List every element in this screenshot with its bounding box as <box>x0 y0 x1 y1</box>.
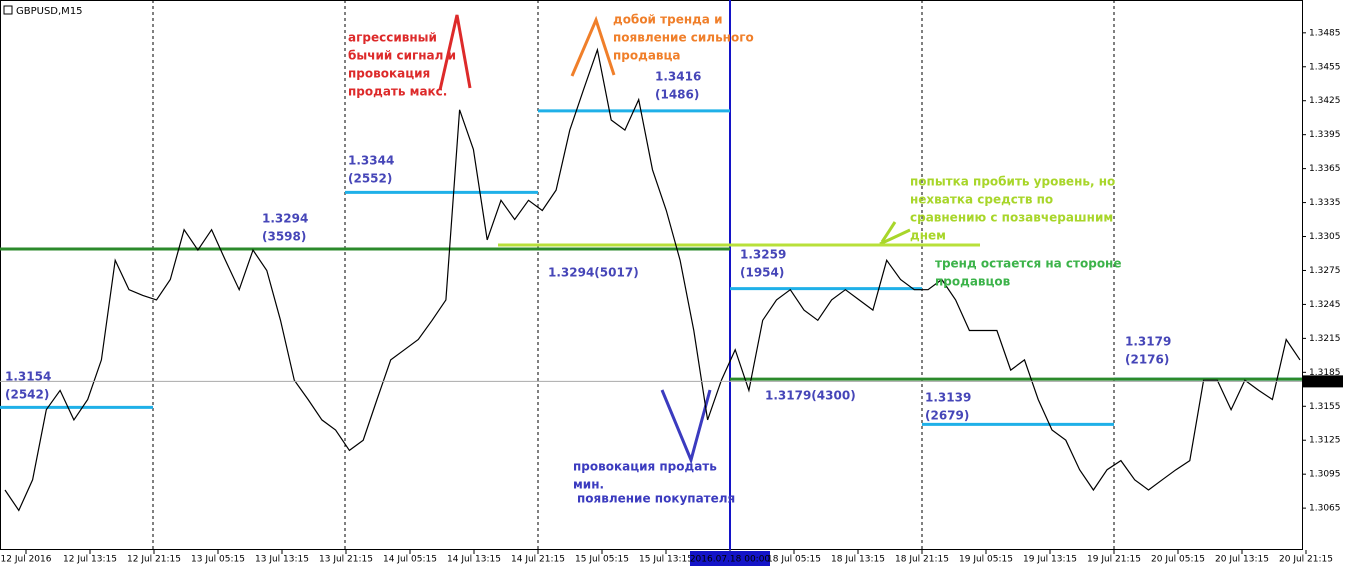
y-tick-label: 1.3365 <box>1309 164 1341 174</box>
x-tick-label: 13 Jul 05:15 <box>191 555 245 565</box>
x-tick-label: 14 Jul 05:15 <box>383 555 437 565</box>
annotation: сравнению с позавчерашним <box>910 211 1113 225</box>
annotation: продавца <box>613 49 681 63</box>
x-tick-label: 19 Jul 13:15 <box>1023 555 1077 565</box>
level-note: (2552) <box>348 172 392 186</box>
level-price: 1.3416 <box>655 70 701 84</box>
level-note: (2176) <box>1125 353 1169 367</box>
x-tick-label: 12 Jul 21:15 <box>127 555 181 565</box>
y-tick-label: 1.3155 <box>1309 402 1341 412</box>
level-note: (2542) <box>5 388 49 402</box>
annotation: попытка пробить уровень, но <box>910 175 1115 189</box>
annotation: провокация <box>348 67 430 81</box>
x-tick-label: 2016.07.18 00:00 <box>690 555 771 565</box>
y-tick-label: 1.3335 <box>1309 198 1341 208</box>
annotation: мин. <box>573 478 604 492</box>
x-tick-label: 18 Jul 21:15 <box>895 555 949 565</box>
price-line <box>4 47 1301 512</box>
level-price: 1.3344 <box>348 154 394 168</box>
annotation: появление сильного <box>613 31 754 45</box>
x-tick-label: 20 Jul 05:15 <box>1151 555 1205 565</box>
x-tick-label: 12 Jul 2016 <box>1 555 52 565</box>
level-price: 1.3259 <box>740 248 786 262</box>
annotation: продавцов <box>935 275 1011 289</box>
x-tick-label: 19 Jul 05:15 <box>959 555 1013 565</box>
current-price-label: 1.3177 <box>1309 377 1341 387</box>
annotation: добой тренда и <box>613 13 723 27</box>
current-price-tag <box>1303 375 1343 388</box>
weekly-level-label: 1.3294(5017) <box>548 266 639 280</box>
arrow <box>570 15 616 77</box>
x-tick-label: 18 Jul 05:15 <box>767 555 821 565</box>
y-tick-label: 1.3215 <box>1309 334 1341 344</box>
y-tick-label: 1.3425 <box>1309 96 1341 106</box>
session-separators <box>152 0 1115 550</box>
annotation: продать макс. <box>348 85 447 99</box>
level-note: (1486) <box>655 88 699 102</box>
x-tick-label: 15 Jul 13:15 <box>639 555 693 565</box>
y-tick-label: 1.3395 <box>1309 130 1341 140</box>
annotation: днем <box>910 229 946 243</box>
arrow <box>660 389 712 465</box>
y-tick-label: 1.3185 <box>1309 368 1341 378</box>
y-tick-label: 1.3095 <box>1309 470 1341 480</box>
level-price: 1.3179 <box>1125 335 1171 349</box>
y-tick-label: 1.3275 <box>1309 266 1341 276</box>
annotation: провокация продать <box>573 460 717 474</box>
level-note: (3598) <box>262 230 306 244</box>
chart-title: GBPUSD,M15 <box>16 6 83 17</box>
x-tick-label: 20 Jul 13:15 <box>1215 555 1269 565</box>
level-price: 1.3139 <box>925 391 971 405</box>
arrow <box>438 14 472 91</box>
cursor-label-bg <box>690 551 770 566</box>
x-tick-label: 15 Jul 05:15 <box>575 555 629 565</box>
x-tick-label: 20 Jul 21:15 <box>1279 555 1333 565</box>
icon <box>3 5 13 15</box>
level-price: 1.3154 <box>5 370 51 384</box>
annotation: тренд остается на стороне <box>935 257 1122 271</box>
annotation: агрессивный <box>348 31 437 45</box>
x-tick-label: 14 Jul 13:15 <box>447 555 501 565</box>
y-tick-label: 1.3245 <box>1309 300 1341 310</box>
level-price: 1.3294 <box>262 212 308 226</box>
x-tick-label: 12 Jul 13:15 <box>63 555 117 565</box>
annotation: нехватка средств по <box>910 193 1053 207</box>
level-note: (1954) <box>740 266 784 280</box>
x-tick-label: 13 Jul 21:15 <box>319 555 373 565</box>
y-tick-label: 1.3455 <box>1309 62 1341 72</box>
y-tick-label: 1.3485 <box>1309 28 1341 38</box>
arrow <box>879 221 911 246</box>
level-note: (2679) <box>925 409 969 423</box>
x-tick-label: 13 Jul 13:15 <box>255 555 309 565</box>
weekly-level-label: 1.3179(4300) <box>765 389 856 403</box>
x-tick-label: 18 Jul 13:15 <box>831 555 885 565</box>
x-tick-label: 14 Jul 21:15 <box>511 555 565 565</box>
annotation: появление покупателя <box>577 492 735 506</box>
annotation: бычий сигнал и <box>348 49 456 63</box>
y-tick-label: 1.3125 <box>1309 436 1341 446</box>
plot-frame <box>0 0 1303 550</box>
y-tick-label: 1.3065 <box>1309 504 1341 514</box>
y-tick-label: 1.3305 <box>1309 232 1341 242</box>
x-tick-label: 19 Jul 21:15 <box>1087 555 1141 565</box>
